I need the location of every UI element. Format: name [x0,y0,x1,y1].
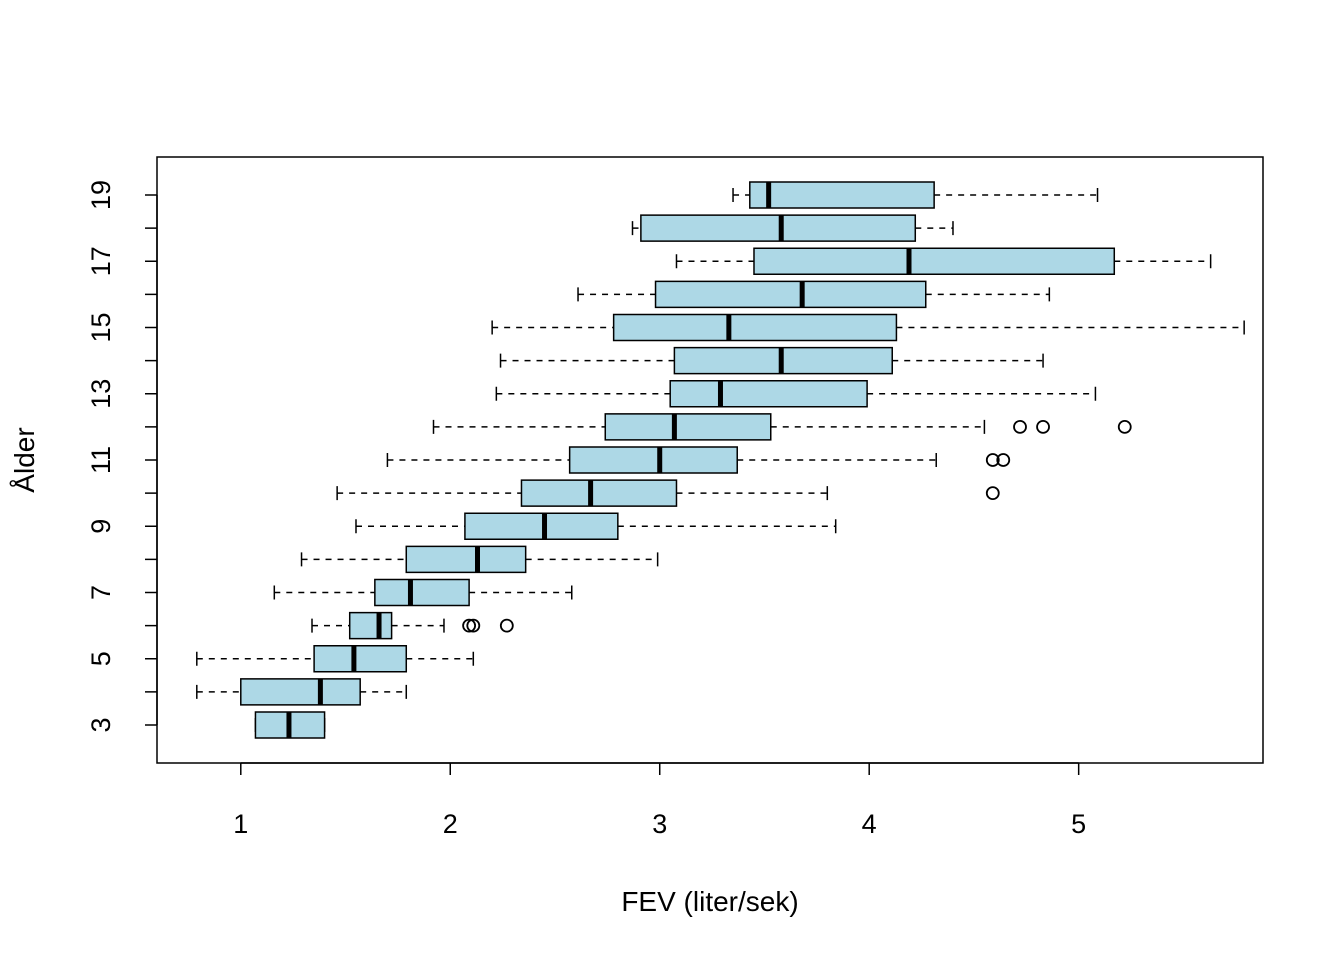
box [640,214,917,242]
box [374,578,470,607]
y-tick-label: 11 [86,446,116,474]
box-group-3 [254,711,326,739]
y-tick-label: 9 [86,519,116,534]
box-group-7 [273,578,573,607]
y-axis-title: Ålder [9,427,40,492]
y-tick-label: 17 [86,246,116,276]
box-group-5 [196,645,475,673]
plot-area [196,181,1245,739]
outlier-point [466,618,481,633]
y-tick-label: 13 [86,379,116,409]
box [749,181,935,209]
outlier-point [996,453,1011,467]
x-tick-label: 5 [1071,809,1086,839]
box-group-12 [432,413,1132,441]
box [568,446,738,474]
outlier-point [985,453,1000,467]
box-group-14 [499,346,1044,375]
x-tick-label: 2 [443,809,458,839]
box [753,247,1116,275]
outlier-point [1036,419,1050,434]
y-tick-label: 5 [86,651,116,666]
box-group-4 [196,678,408,706]
y-tick-label: 15 [86,312,116,342]
box [313,645,408,673]
y-tick-label: 7 [86,585,116,600]
box-group-11 [386,446,1011,474]
box [520,479,678,507]
box [654,280,927,309]
box [240,678,361,706]
box-group-9 [355,512,837,540]
box-group-19 [732,181,1099,209]
x-tick-label: 4 [862,809,877,839]
box [604,413,772,441]
x-tick-label: 1 [233,809,248,839]
box [405,545,527,574]
box [348,611,393,640]
box-group-10 [336,479,1000,507]
y-tick-label: 3 [86,717,116,732]
box-group-15 [491,313,1245,342]
y-axis: 3 5 7 9 11 13 15 17 19 [86,180,158,733]
box [612,313,898,342]
box [669,380,868,408]
outlier-point [1117,419,1132,434]
box-group-8 [300,545,659,574]
box-group-16 [577,280,1051,309]
x-axis: 1 2 3 4 5 [233,762,1086,839]
box-group-18 [631,214,954,242]
outlier-point [1013,419,1027,434]
box-group-6 [311,611,514,640]
box-group-17 [675,247,1212,275]
outlier-point [985,486,1000,501]
box-group-13 [495,380,1097,408]
x-tick-label: 3 [652,809,667,839]
box [464,512,619,540]
x-axis-title: FEV (liter/sek) [621,886,798,917]
outlier-point [462,618,477,633]
outlier-point [499,618,514,633]
y-tick-label: 19 [86,180,116,210]
